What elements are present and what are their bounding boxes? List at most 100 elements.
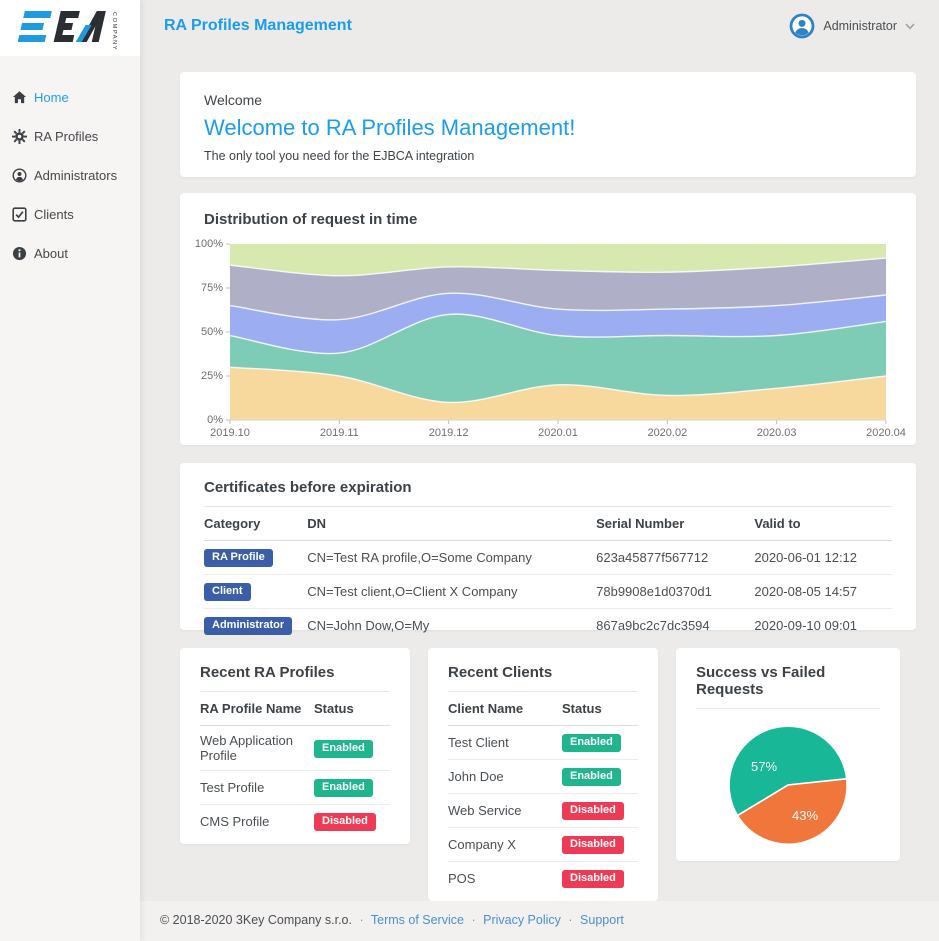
table-row: Test Profile Enabled (200, 770, 390, 805)
table-row: Client CN=Test client,O=Client X Company… (204, 574, 892, 609)
sidebar-item-label: Home (34, 90, 69, 105)
pie-label-failed: 43% (792, 808, 818, 823)
column-header: Client Name (448, 692, 562, 726)
welcome-card: Welcome Welcome to RA Profiles Managemen… (180, 72, 916, 177)
recent-clients-card: Recent Clients Client Name Status Test C… (428, 648, 658, 901)
column-header: Status (314, 692, 390, 726)
x-axis-tick-label: 2020.04 (866, 427, 906, 439)
profile-name-cell: Test Profile (200, 770, 314, 805)
y-axis-tick-label: 100% (194, 238, 223, 250)
area-chart-canvas (226, 243, 887, 424)
recent-clients-table: Client Name Status Test Client Enabled J… (448, 692, 638, 895)
table-row: POS Disabled (448, 862, 638, 896)
content: Welcome Welcome to RA Profiles Managemen… (140, 52, 939, 901)
home-icon (12, 90, 27, 105)
logo-graphic: COMPANY (17, 11, 117, 50)
recent-profiles-title: Recent RA Profiles (200, 664, 390, 692)
recent-profiles-table: RA Profile Name Status Web Application P… (200, 692, 390, 838)
page-title: RA Profiles Management (164, 17, 352, 34)
dn-cell: CN=John Dow,O=My (307, 608, 597, 643)
avatar (789, 13, 815, 39)
category-badge: RA Profile (204, 549, 273, 567)
client-name-cell: Company X (448, 827, 562, 862)
separator: · (471, 913, 476, 927)
column-header: Serial Number (596, 507, 755, 541)
table-row: Test Client Enabled (448, 725, 638, 760)
check-square-icon (12, 207, 27, 222)
profile-name-cell: CMS Profile (200, 814, 270, 829)
table-row: RA Profile CN=Test RA profile,O=Some Com… (204, 540, 892, 575)
separator: · (568, 913, 573, 927)
table-header-row: RA Profile Name Status (200, 692, 390, 726)
status-badge: Disabled (562, 802, 624, 820)
chevron-down-icon (905, 22, 915, 30)
sidebar-item-administrators[interactable]: Administrators (0, 156, 140, 195)
sidebar-item-label: Clients (34, 207, 74, 222)
table-header-row: Client Name Status (448, 692, 638, 726)
status-badge: Disabled (562, 836, 624, 854)
x-axis-tick-label: 2019.11 (319, 427, 359, 439)
column-header: Valid to (754, 507, 892, 541)
welcome-eyebrow: Welcome (204, 92, 263, 108)
sidebar-item-ra-profiles[interactable]: RA Profiles (0, 117, 140, 156)
welcome-title: Welcome to RA Profiles Management! (204, 115, 576, 140)
band-divider (229, 292, 887, 321)
client-name-cell: Web Service (448, 793, 562, 828)
status-badge: Enabled (562, 734, 621, 752)
column-header: Category (204, 507, 308, 541)
info-icon (12, 246, 27, 261)
sidebar: COMPANY Home RA Profiles (0, 0, 140, 941)
user-menu[interactable]: Administrator (789, 13, 915, 39)
terms-link[interactable]: Terms of Service (370, 913, 464, 927)
dn-cell: CN=Test RA profile,O=Some Company (307, 540, 597, 575)
category-badge: Client (204, 583, 251, 601)
column-header: DN (307, 507, 597, 541)
gear-icon (12, 129, 27, 144)
column-header: RA Profile Name (200, 692, 314, 726)
sidebar-item-about[interactable]: About (0, 234, 140, 273)
table-header-row: Category DN Serial Number Valid to (204, 507, 892, 541)
area-band (230, 367, 886, 420)
y-axis-tick-label: 75% (200, 282, 223, 294)
band-divider (229, 313, 887, 355)
client-name-cell: Test Client (448, 725, 562, 760)
x-axis-tick-label: 2020.01 (538, 427, 578, 439)
pie-label-success: 57% (751, 759, 777, 774)
pie-slice-failed (736, 778, 848, 845)
topbar: RA Profiles Management Administrator (140, 0, 939, 52)
logo[interactable]: COMPANY (0, 0, 140, 56)
sidebar-item-label: About (34, 246, 68, 261)
sidebar-item-clients[interactable]: Clients (0, 195, 140, 234)
welcome-subtitle: The only tool you need for the EJBCA int… (204, 149, 475, 163)
dn-cell: CN=Test client,O=Client X Company (307, 574, 597, 609)
client-name-cell: POS (448, 871, 476, 886)
x-axis-tick-label: 2020.03 (756, 427, 797, 439)
serial-cell: 78b9908e1d0370d1 (596, 574, 755, 609)
category-badge: Administrator (204, 617, 293, 635)
client-name-cell: John Doe (448, 759, 562, 794)
band-divider (229, 366, 887, 404)
bottom-row: Recent RA Profiles RA Profile Name Statu… (180, 648, 916, 901)
serial-cell: 623a45877f567712 (596, 540, 755, 575)
recent-clients-title: Recent Clients (448, 664, 638, 692)
table-row: Administrator CN=John Dow,O=My 867a9bc2c… (204, 608, 892, 643)
x-axis-tick-label: 2019.10 (210, 427, 250, 439)
sidebar-item-label: Administrators (34, 168, 118, 183)
separator: · (359, 913, 364, 927)
logo-company-text: COMPANY (111, 12, 117, 50)
status-badge: Enabled (314, 779, 373, 797)
privacy-link[interactable]: Privacy Policy (483, 913, 561, 927)
serial-cell: 867a9bc2c7dc3594 (596, 608, 755, 643)
pie-chart-canvas: 57% 43% (728, 725, 848, 845)
y-axis-tick-label: 25% (200, 370, 223, 382)
table-row: Company X Disabled (448, 827, 638, 862)
band-divider (229, 257, 887, 277)
x-axis-tick-label: 2019.12 (428, 427, 469, 439)
x-axis-tick-label: 2020.02 (647, 427, 688, 439)
sidebar-item-home[interactable]: Home (0, 78, 140, 117)
sidebar-nav: Home RA Profiles (0, 78, 140, 273)
certificates-table: Category DN Serial Number Valid to RA Pr… (204, 507, 892, 643)
area-chart: 0% 25% 50% 75% 100% 2019.10 2019.11 2019.12 2020… (195, 238, 906, 439)
status-badge: Disabled (314, 813, 376, 831)
support-link[interactable]: Support (580, 913, 624, 927)
